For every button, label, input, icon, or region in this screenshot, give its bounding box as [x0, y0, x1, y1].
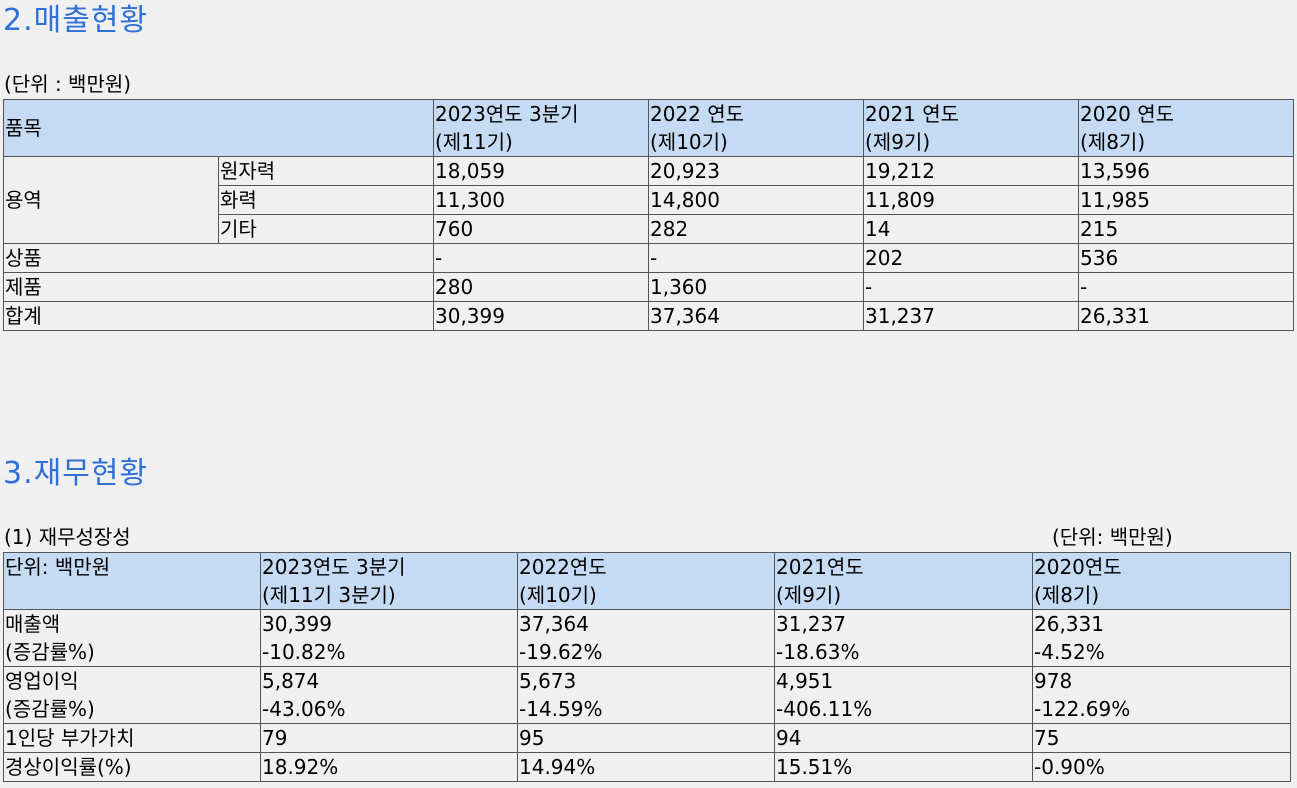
sales-cell: 11,809	[863, 185, 1079, 215]
finance-header-period: 2023연도 3분기 (제11기 3분기)	[260, 552, 518, 610]
table-row: 1인당 부가가치 79 95 94 75	[3, 723, 1291, 753]
finance-subtitle: (1) 재무성장성	[4, 525, 131, 549]
finance-header-period: 2021연도 (제9기)	[774, 552, 1033, 610]
sales-row-label: 합계	[3, 301, 434, 331]
sales-header-period: 2022 연도 (제10기)	[648, 99, 864, 157]
finance-cell: 5,874 -43.06%	[260, 666, 518, 724]
sales-cell: 282	[648, 214, 864, 244]
sales-cell: 20,923	[648, 156, 864, 186]
finance-table: 단위: 백만원 2023연도 3분기 (제11기 3분기) 2022연도 (제10기…	[3, 552, 1291, 782]
finance-header-row: 단위: 백만원 2023연도 3분기 (제11기 3분기) 2022연도 (제10기…	[3, 552, 1291, 610]
sales-cell: -	[433, 243, 649, 273]
finance-header-period: 2020연도 (제8기)	[1032, 552, 1291, 610]
finance-cell: 94	[774, 723, 1033, 753]
sales-row-label: 상품	[3, 243, 434, 273]
sales-table: 품목 2023연도 3분기 (제11기) 2022 연도 (제10기) 2021 연…	[3, 99, 1294, 331]
finance-row-label: 영업이익 (증감률%)	[3, 666, 261, 724]
sales-header-row: 품목 2023연도 3분기 (제11기) 2022 연도 (제10기) 2021 연…	[3, 99, 1294, 157]
sales-header-period: 2020 연도 (제8기)	[1078, 99, 1294, 157]
finance-section-title: 3.재무현황	[3, 456, 149, 491]
table-row: 용역 원자력 18,059 20,923 19,212 13,596	[3, 156, 1294, 244]
sales-cell: 202	[863, 243, 1079, 273]
finance-cell: 5,673 -14.59%	[517, 666, 775, 724]
sales-cell: 11,985	[1078, 185, 1294, 215]
sales-row-label: 화력	[218, 185, 434, 215]
table-row: 영업이익 (증감률%) 5,874 -43.06% 5,673 -14.59% 4,9…	[3, 666, 1291, 724]
finance-cell: 79	[260, 723, 518, 753]
sales-header-period: 2021 연도 (제9기)	[863, 99, 1079, 157]
finance-cell: 14.94%	[517, 752, 775, 782]
sales-row-label: 제품	[3, 272, 434, 302]
finance-cell: 31,237 -18.63%	[774, 609, 1033, 667]
sales-cell: 18,059	[433, 156, 649, 186]
sales-cell: 19,212	[863, 156, 1079, 186]
sales-header-item: 품목	[3, 99, 434, 157]
finance-cell: 978 -122.69%	[1032, 666, 1291, 724]
sales-cell: 37,364	[648, 301, 864, 331]
finance-cell: 30,399 -10.82%	[260, 609, 518, 667]
sales-cell: 14,800	[648, 185, 864, 215]
finance-row-label: 1인당 부가가치	[3, 723, 261, 753]
sales-cell: 11,300	[433, 185, 649, 215]
sales-cell: -	[1078, 272, 1294, 302]
finance-row-label: 경상이익률(%)	[3, 752, 261, 782]
table-row: 경상이익률(%) 18.92% 14.94% 15.51% -0.90%	[3, 752, 1291, 782]
finance-cell: 26,331 -4.52%	[1032, 609, 1291, 667]
finance-cell: 75	[1032, 723, 1291, 753]
sales-cell: 1,360	[648, 272, 864, 302]
sales-cell: 536	[1078, 243, 1294, 273]
finance-cell: -0.90%	[1032, 752, 1291, 782]
table-row: 합계 30,399 37,364 31,237 26,331	[3, 301, 1294, 331]
finance-cell: 4,951 -406.11%	[774, 666, 1033, 724]
sales-group-label: 용역	[3, 156, 219, 244]
sales-cell: 13,596	[1078, 156, 1294, 186]
table-row: 상품 - - 202 536	[3, 243, 1294, 273]
finance-unit-note: (단위: 백만원)	[1052, 525, 1173, 549]
sales-cell: -	[648, 243, 864, 273]
sales-row-label: 원자력	[218, 156, 434, 186]
finance-cell: 18.92%	[260, 752, 518, 782]
sales-unit-note: (단위 : 백만원)	[4, 72, 132, 96]
finance-cell: 37,364 -19.62%	[517, 609, 775, 667]
finance-cell: 95	[517, 723, 775, 753]
table-row: 제품 280 1,360 - -	[3, 272, 1294, 302]
sales-cell: 760	[433, 214, 649, 244]
sales-row-label: 기타	[218, 214, 434, 244]
sales-cell: 215	[1078, 214, 1294, 244]
sales-cell: 26,331	[1078, 301, 1294, 331]
sales-cell: 31,237	[863, 301, 1079, 331]
finance-cell: 15.51%	[774, 752, 1033, 782]
finance-header-item: 단위: 백만원	[3, 552, 261, 610]
sales-section-title: 2.매출현황	[3, 3, 149, 38]
finance-header-period: 2022연도 (제10기)	[517, 552, 775, 610]
sales-cell: 280	[433, 272, 649, 302]
sales-cell: 30,399	[433, 301, 649, 331]
table-row: 매출액 (증감률%) 30,399 -10.82% 37,364 -19.62% 31…	[3, 609, 1291, 667]
sales-cell: 14	[863, 214, 1079, 244]
sales-cell: -	[863, 272, 1079, 302]
finance-row-label: 매출액 (증감률%)	[3, 609, 261, 667]
sales-header-period: 2023연도 3분기 (제11기)	[433, 99, 649, 157]
